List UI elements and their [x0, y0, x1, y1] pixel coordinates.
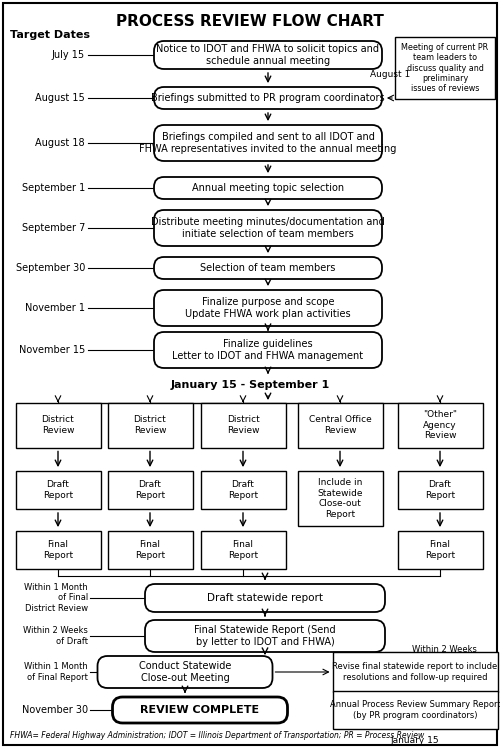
Text: Include in
Statewide
Close-out
Report: Include in Statewide Close-out Report — [318, 479, 363, 518]
Text: Final Statewide Report (Send
by letter to IDOT and FHWA): Final Statewide Report (Send by letter t… — [194, 625, 336, 647]
Text: August 1: August 1 — [370, 70, 410, 79]
FancyBboxPatch shape — [298, 471, 382, 526]
Text: Finalize guidelines
Letter to IDOT and FHWA management: Finalize guidelines Letter to IDOT and F… — [172, 339, 364, 361]
FancyBboxPatch shape — [108, 471, 192, 509]
Text: PROCESS REVIEW FLOW CHART: PROCESS REVIEW FLOW CHART — [116, 14, 384, 29]
Text: July 15: July 15 — [52, 50, 85, 60]
Text: District
Review: District Review — [42, 415, 74, 435]
FancyBboxPatch shape — [200, 471, 286, 509]
Text: Within 2 Weeks
of Draft: Within 2 Weeks of Draft — [23, 626, 88, 646]
FancyBboxPatch shape — [16, 402, 100, 447]
Text: Final
Report: Final Report — [43, 540, 73, 560]
Text: Selection of team members: Selection of team members — [200, 263, 336, 273]
Text: September 7: September 7 — [22, 223, 85, 233]
Text: District
Review: District Review — [226, 415, 260, 435]
FancyBboxPatch shape — [395, 37, 495, 99]
Text: September 1: September 1 — [22, 183, 85, 193]
FancyBboxPatch shape — [154, 41, 382, 69]
FancyBboxPatch shape — [398, 531, 482, 569]
FancyBboxPatch shape — [154, 257, 382, 279]
Text: "Other"
Agency
Review: "Other" Agency Review — [423, 410, 457, 440]
FancyBboxPatch shape — [154, 125, 382, 161]
Text: Briefings submitted to PR program coordinators: Briefings submitted to PR program coordi… — [151, 93, 385, 103]
FancyBboxPatch shape — [154, 332, 382, 368]
Text: January 15 - September 1: January 15 - September 1 — [170, 380, 330, 390]
Text: Within 1 Month
of Final
District Review: Within 1 Month of Final District Review — [24, 583, 88, 613]
FancyBboxPatch shape — [108, 531, 192, 569]
FancyBboxPatch shape — [16, 531, 100, 569]
Text: Within 2 Weeks: Within 2 Weeks — [412, 646, 477, 654]
Text: Draft
Report: Draft Report — [135, 480, 165, 500]
Text: September 30: September 30 — [16, 263, 85, 273]
Text: Draft
Report: Draft Report — [43, 480, 73, 500]
Text: Distribute meeting minutes/documentation and
initiate selection of team members: Distribute meeting minutes/documentation… — [151, 217, 385, 239]
FancyBboxPatch shape — [154, 210, 382, 246]
FancyBboxPatch shape — [154, 177, 382, 199]
FancyBboxPatch shape — [200, 531, 286, 569]
Text: January 15: January 15 — [390, 736, 440, 745]
FancyBboxPatch shape — [16, 471, 100, 509]
FancyBboxPatch shape — [3, 3, 497, 745]
FancyBboxPatch shape — [108, 402, 192, 447]
Text: November 1: November 1 — [25, 303, 85, 313]
FancyBboxPatch shape — [154, 87, 382, 109]
Text: November 30: November 30 — [22, 705, 88, 715]
Text: FHWA= Federal Highway Administration; IDOT = Illinois Department of Transportati: FHWA= Federal Highway Administration; ID… — [10, 731, 424, 740]
Text: Target Dates: Target Dates — [10, 30, 90, 40]
FancyBboxPatch shape — [298, 402, 382, 447]
Text: Draft
Report: Draft Report — [425, 480, 455, 500]
FancyBboxPatch shape — [332, 652, 498, 692]
Text: Annual meeting topic selection: Annual meeting topic selection — [192, 183, 344, 193]
FancyBboxPatch shape — [145, 620, 385, 652]
FancyBboxPatch shape — [200, 402, 286, 447]
Text: Draft statewide report: Draft statewide report — [207, 593, 323, 603]
Text: Finalize purpose and scope
Update FHWA work plan activities: Finalize purpose and scope Update FHWA w… — [185, 297, 351, 319]
Text: Draft
Report: Draft Report — [228, 480, 258, 500]
Text: Revise final statewide report to include
resolutions and follow-up required: Revise final statewide report to include… — [332, 662, 498, 681]
Text: November 15: November 15 — [19, 345, 85, 355]
FancyBboxPatch shape — [398, 402, 482, 447]
Text: REVIEW COMPLETE: REVIEW COMPLETE — [140, 705, 260, 715]
Text: Central Office
Review: Central Office Review — [308, 415, 372, 435]
Text: Briefings compiled and sent to all IDOT and
FHWA representatives invited to the : Briefings compiled and sent to all IDOT … — [140, 132, 396, 154]
Text: Final
Report: Final Report — [228, 540, 258, 560]
FancyBboxPatch shape — [154, 290, 382, 326]
FancyBboxPatch shape — [112, 697, 288, 723]
Text: August 15: August 15 — [35, 93, 85, 103]
FancyBboxPatch shape — [98, 656, 272, 688]
Text: Conduct Statewide
Close-out Meeting: Conduct Statewide Close-out Meeting — [139, 661, 231, 683]
Text: Annual Process Review Summary Report
(by PR program coordinators): Annual Process Review Summary Report (by… — [330, 700, 500, 720]
FancyBboxPatch shape — [332, 691, 498, 729]
Text: Final
Report: Final Report — [425, 540, 455, 560]
FancyBboxPatch shape — [398, 471, 482, 509]
Text: District
Review: District Review — [134, 415, 166, 435]
Text: Notice to IDOT and FHWA to solicit topics and
schedule annual meeting: Notice to IDOT and FHWA to solicit topic… — [156, 44, 380, 66]
Text: Within 1 Month
of Final Report: Within 1 Month of Final Report — [24, 662, 88, 681]
Text: Meeting of current PR
team leaders to
discuss quality and
preliminary
issues of : Meeting of current PR team leaders to di… — [402, 43, 488, 94]
Text: August 18: August 18 — [36, 138, 85, 148]
Text: Final
Report: Final Report — [135, 540, 165, 560]
FancyBboxPatch shape — [145, 584, 385, 612]
